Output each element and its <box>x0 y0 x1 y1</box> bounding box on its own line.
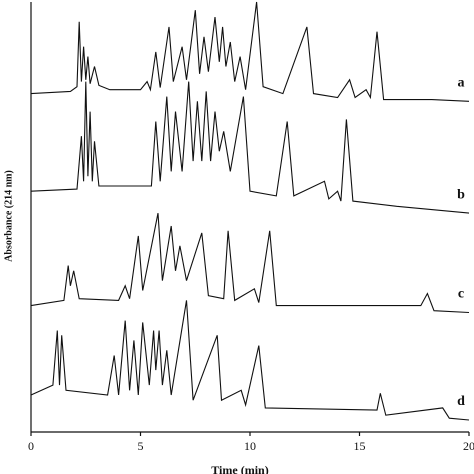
trace-label: a <box>458 76 465 91</box>
x-tick-label: 15 <box>354 439 366 453</box>
x-tick-label: 0 <box>28 439 34 453</box>
trace <box>30 212 470 314</box>
x-axis-label: Time (min) <box>211 463 268 474</box>
x-tick-label: 10 <box>244 439 256 453</box>
x-tick-label: 5 <box>138 439 144 453</box>
trace <box>30 81 470 214</box>
y-axis-label: Absorbance (214 nm) <box>3 170 14 262</box>
trace-label: d <box>457 394 465 409</box>
trace <box>30 1 470 102</box>
trace <box>30 300 470 421</box>
x-tick-label: 20 <box>463 439 474 453</box>
trace-label: b <box>457 187 465 202</box>
trace-label: c <box>458 287 464 302</box>
